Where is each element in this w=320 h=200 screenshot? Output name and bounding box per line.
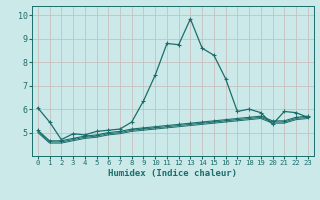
X-axis label: Humidex (Indice chaleur): Humidex (Indice chaleur) <box>108 169 237 178</box>
